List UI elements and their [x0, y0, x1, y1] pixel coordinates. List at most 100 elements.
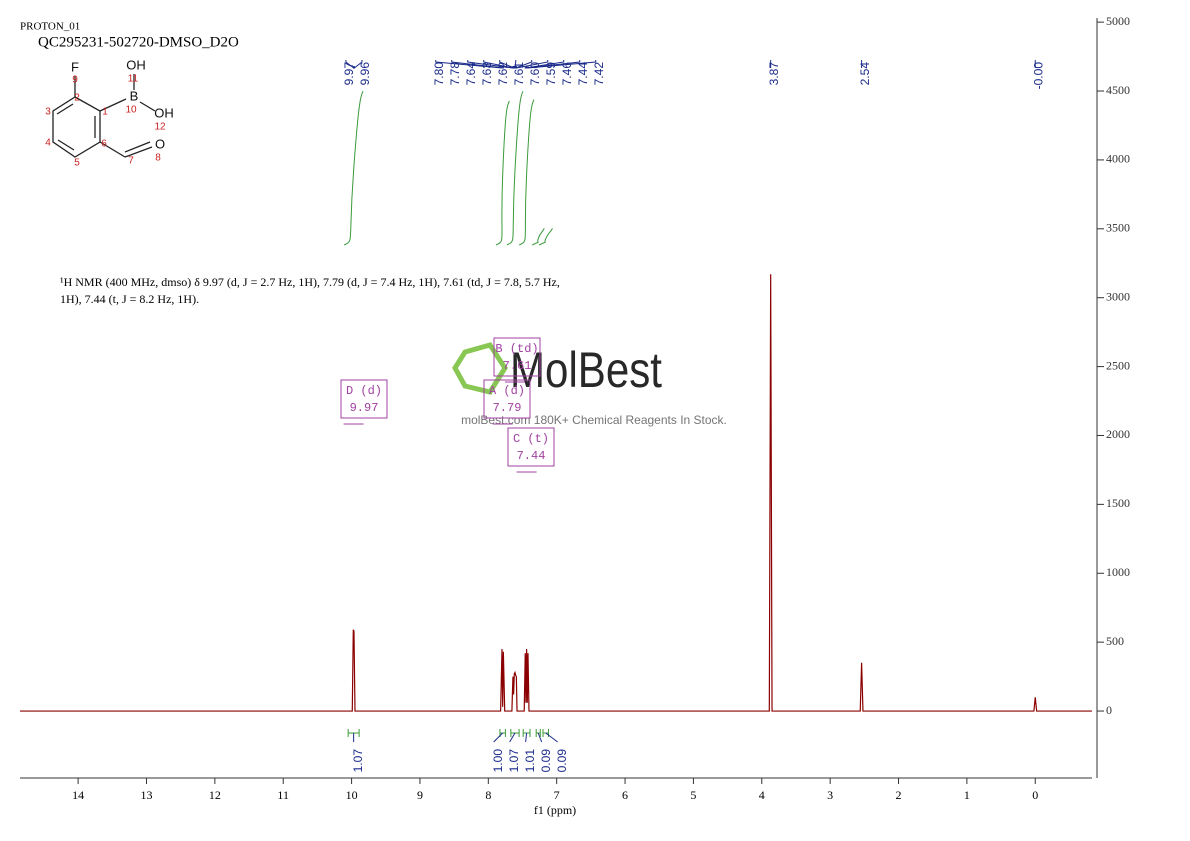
integral-label: 1.00	[491, 749, 505, 773]
y-tick-label: 1000	[1106, 565, 1130, 579]
multiplet-label: A (d)	[489, 384, 525, 398]
x-tick-label: 7	[554, 788, 560, 802]
bond	[99, 141, 126, 158]
molecule: F OH B OH O 9 11 1 10 12 3 2 4 6 5 7 8	[45, 57, 174, 168]
atom-number: 8	[155, 153, 161, 164]
ring	[52, 96, 101, 158]
peak-label: 7.64	[464, 62, 478, 86]
atom-number: 1	[102, 107, 108, 118]
multiplet-shift: 7.79	[493, 401, 522, 415]
x-tick-label: 3	[827, 788, 833, 802]
atom-number: 12	[154, 122, 166, 133]
watermark: MolBest molBest.com 180K+ Chemical Reage…	[452, 342, 727, 427]
y-tick-label: 4500	[1106, 83, 1130, 97]
bond	[139, 101, 156, 112]
multiplet-box	[483, 379, 531, 419]
atom-number: 9	[72, 75, 78, 86]
spectrum-line	[20, 274, 1092, 712]
atom: O	[155, 136, 165, 151]
atom: F	[71, 59, 79, 74]
y-tick-label: 3000	[1106, 289, 1130, 303]
multiplet-shift: 7.44	[517, 449, 546, 463]
integral-label: 1.07	[351, 749, 365, 773]
integral-label: 0.09	[555, 749, 569, 773]
tagline: molBest.com 180K+ Chemical Reagents In S…	[461, 413, 727, 427]
peak-label: 9.97	[342, 62, 356, 86]
bond	[57, 139, 75, 151]
multiplet-box	[507, 427, 555, 467]
chart-subtitle: QC295231-502720-DMSO_D2O	[38, 34, 239, 50]
peak-label: 2.54	[858, 62, 872, 86]
multiplet-shift: 9.97	[350, 401, 379, 415]
atom-number: 2	[74, 93, 80, 104]
bond	[124, 146, 153, 158]
peak-connector	[515, 60, 549, 69]
atom: OH	[126, 57, 146, 72]
bond	[99, 98, 127, 112]
x-tick-label: 0	[1032, 788, 1038, 802]
peak-label: -0.00	[1031, 62, 1045, 90]
peak-connector	[483, 60, 515, 69]
atom-number: 4	[45, 138, 51, 149]
peak-connector	[524, 60, 565, 69]
atom-number: 5	[74, 158, 80, 169]
integral-curve	[343, 90, 364, 246]
description: ¹H NMR (400 MHz, dmso) δ 9.97 (d, J = 2.…	[60, 275, 560, 289]
peak-label: 9.96	[358, 62, 372, 86]
peak-label: 7.63	[480, 62, 494, 86]
integral-connector	[493, 732, 504, 743]
atom: B	[130, 88, 139, 103]
peak-label: 7.59	[544, 62, 558, 86]
integral-connector	[525, 732, 528, 743]
x-tick-label: 10	[346, 788, 358, 802]
integral-connector	[537, 732, 543, 743]
y-tick-label: 500	[1106, 634, 1124, 648]
atom-number: 3	[45, 107, 51, 118]
x-tick-label: 6	[622, 788, 628, 802]
x-tick-label: 5	[690, 788, 696, 802]
logo-text: MolBest	[510, 342, 662, 398]
multiplet-label: B (td)	[495, 342, 538, 356]
atom-number: 7	[128, 156, 134, 167]
x-tick-label: 8	[485, 788, 491, 802]
y-tick-label: 3500	[1106, 221, 1130, 235]
peak-label: 7.44	[576, 62, 590, 86]
y-tick-label: 0	[1106, 703, 1112, 717]
peak-connector	[499, 60, 515, 69]
x-tick-label: 4	[759, 788, 765, 802]
bond	[124, 141, 151, 153]
multiplet-shift: 7.61	[503, 359, 532, 373]
peak-connector	[353, 60, 363, 70]
x-tick-label: 11	[277, 788, 289, 802]
integral-curve	[518, 99, 535, 246]
peak-connector	[515, 60, 533, 69]
integral-curve	[495, 100, 510, 246]
description: 1H), 7.44 (t, J = 8.2 Hz, 1H).	[60, 292, 199, 306]
x-tick-label: 9	[417, 788, 423, 802]
atom-number: 6	[101, 139, 107, 150]
peak-label: 7.78	[448, 62, 462, 86]
peak-label: 7.62	[496, 62, 510, 86]
y-tick-label: 1500	[1106, 496, 1130, 510]
y-tick-label: 2000	[1106, 427, 1130, 441]
peak-label: 7.42	[592, 62, 606, 86]
multiplet-box	[340, 379, 388, 419]
bond	[56, 103, 74, 115]
peak-connector	[345, 60, 355, 70]
atom: OH	[154, 105, 174, 120]
integral-curve	[506, 90, 524, 246]
x-tick-label: 2	[896, 788, 902, 802]
peak-label: 7.46	[560, 62, 574, 86]
multiplet-box	[493, 337, 541, 377]
x-tick-label: 14	[72, 788, 84, 802]
y-tick-label: 5000	[1106, 14, 1130, 28]
integral-label: 1.01	[523, 749, 537, 773]
multiplet-label: D (d)	[346, 384, 382, 398]
x-tick-label: 1	[964, 788, 970, 802]
logo-icon	[452, 342, 508, 395]
peak-label: 3.87	[767, 62, 781, 86]
x-tick-label: 12	[209, 788, 221, 802]
multiplet-label: C (t)	[513, 432, 549, 446]
